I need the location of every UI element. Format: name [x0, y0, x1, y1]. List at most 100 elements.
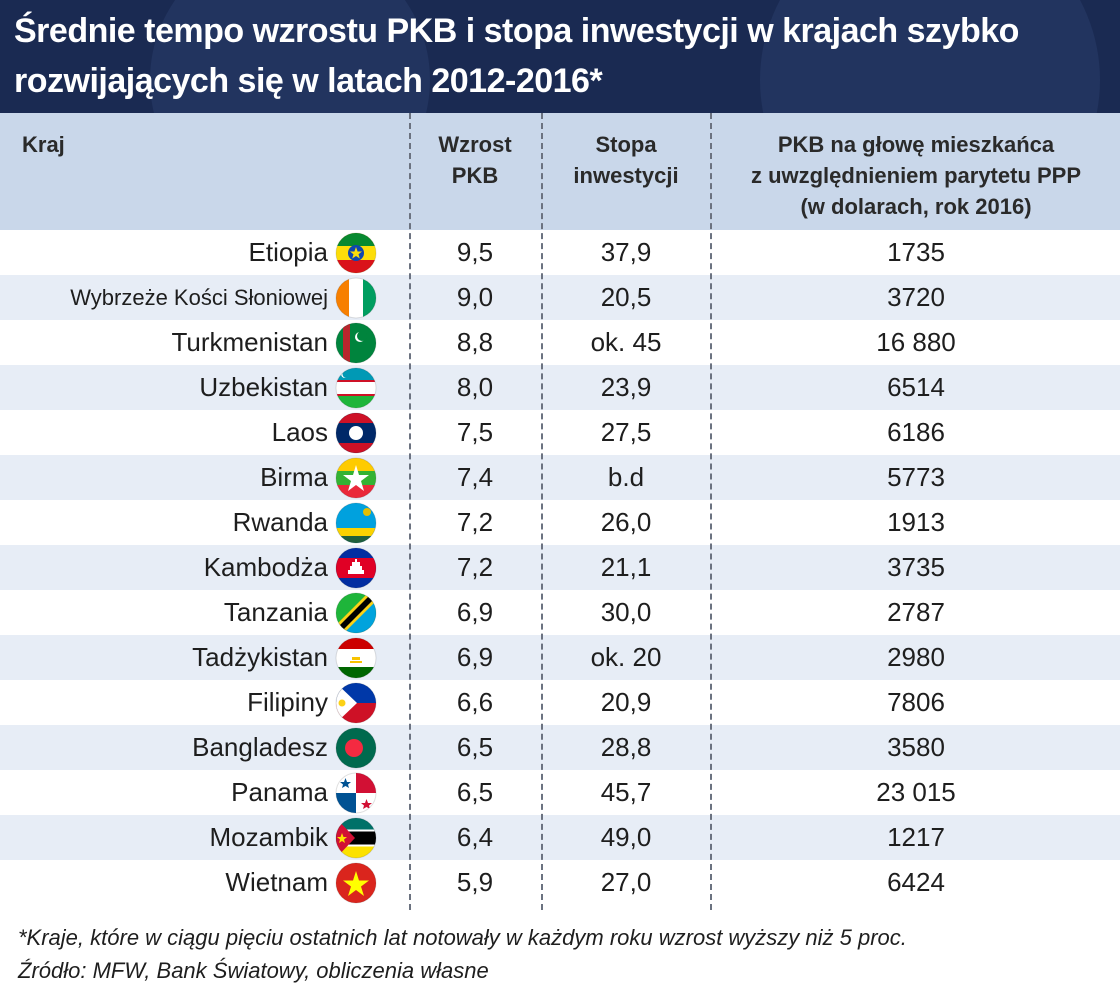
gdp-per-capita-value: 6186 — [887, 417, 945, 447]
growth-value: 9,5 — [456, 237, 494, 267]
growth-value: 7,5 — [456, 417, 494, 447]
country-name: Wietnam — [225, 867, 328, 897]
vietnam-flag-icon — [335, 862, 377, 904]
country-name: Rwanda — [232, 507, 328, 537]
title-bar: Średnie tempo wzrostu PKB i stopa inwest… — [0, 0, 1120, 113]
country-name: Bangladesz — [192, 732, 328, 762]
table-row: Turkmenistan 8,8 ok. 45 16 880 — [0, 320, 1120, 365]
table-row: Laos 7,5 27,5 6186 — [0, 410, 1120, 455]
gdp-per-capita-value: 3735 — [887, 552, 945, 582]
header-country: Kraj — [22, 132, 65, 157]
country-name: Etiopia — [248, 237, 329, 267]
header-gdp: PKB na głowę mieszkańca z uwzględnieniem… — [750, 132, 1082, 219]
country-name: Birma — [260, 462, 328, 492]
investment-value: 23,9 — [600, 372, 652, 402]
column-divider — [409, 113, 411, 910]
investment-value: 28,8 — [600, 732, 652, 762]
gdp-per-capita-value: 23 015 — [876, 777, 956, 807]
data-table: Kraj Wzrost PKB Stopa inwestycji PKB na … — [0, 113, 1120, 905]
column-divider — [541, 113, 543, 910]
uzbekistan-flag-icon — [335, 367, 377, 409]
growth-value: 7,2 — [456, 507, 494, 537]
country-name: Tadżykistan — [192, 642, 328, 672]
gdp-per-capita-value: 1913 — [887, 507, 945, 537]
background-decoration — [760, 0, 1100, 113]
table-row: Panama 6,5 45,7 23 015 — [0, 770, 1120, 815]
growth-value: 6,6 — [456, 687, 494, 717]
gdp-per-capita-value: 2787 — [887, 597, 945, 627]
investment-value: 20,5 — [600, 282, 652, 312]
growth-value: 6,5 — [456, 732, 494, 762]
investment-value: 27,5 — [600, 417, 652, 447]
mozambique-flag-icon — [335, 817, 377, 859]
table-row: Etiopia 9,5 37,9 1735 — [0, 230, 1120, 275]
table-row: Wybrzeże Kości Słoniowej 9,0 20,5 3720 — [0, 275, 1120, 320]
philippines-flag-icon — [335, 682, 377, 724]
gdp-per-capita-value: 1217 — [887, 822, 945, 852]
gdp-per-capita-value: 1735 — [887, 237, 945, 267]
table-row: Filipiny 6,6 20,9 7806 — [0, 680, 1120, 725]
footnote: *Kraje, które w ciągu pięciu ostatnich l… — [18, 925, 907, 950]
cambodia-flag-icon — [335, 547, 377, 589]
header-growth: Wzrost PKB — [438, 132, 512, 188]
source-note: Źródło: MFW, Bank Światowy, obliczenia w… — [18, 958, 489, 983]
investment-value: 30,0 — [600, 597, 652, 627]
investment-value: 37,9 — [600, 237, 652, 267]
gdp-per-capita-value: 6424 — [887, 867, 945, 897]
gdp-per-capita-value: 5773 — [887, 462, 945, 492]
gdp-per-capita-value: 3580 — [887, 732, 945, 762]
panama-flag-icon — [335, 772, 377, 814]
turkmenistan-flag-icon — [335, 322, 377, 364]
background-decoration — [150, 0, 430, 113]
table-row: Wietnam 5,9 27,0 6424 — [0, 860, 1120, 905]
growth-value: 6,9 — [456, 642, 494, 672]
investment-value: 21,1 — [600, 552, 652, 582]
ethiopia-flag-icon — [335, 232, 377, 274]
growth-value: 6,5 — [456, 777, 494, 807]
investment-value: 45,7 — [600, 777, 652, 807]
table-row: Uzbekistan 8,0 23,9 6514 — [0, 365, 1120, 410]
gdp-per-capita-value: 16 880 — [876, 327, 956, 357]
country-name: Tanzania — [223, 597, 328, 627]
table-row: Kambodża 7,2 21,1 3735 — [0, 545, 1120, 590]
gdp-per-capita-value: 6514 — [887, 372, 945, 402]
growth-value: 5,9 — [456, 867, 494, 897]
investment-value: 49,0 — [600, 822, 652, 852]
table-row: Tadżykistan 6,9 ok. 20 2980 — [0, 635, 1120, 680]
gdp-per-capita-value: 3720 — [887, 282, 945, 312]
page-title: Średnie tempo wzrostu PKB i stopa inwest… — [14, 12, 1019, 100]
ivory-coast-flag-icon — [335, 277, 377, 319]
growth-value: 6,9 — [456, 597, 494, 627]
table-row: Birma 7,4 b.d 5773 — [0, 455, 1120, 500]
growth-value: 9,0 — [456, 282, 494, 312]
bangladesh-flag-icon — [335, 727, 377, 769]
table-row: Tanzania 6,9 30,0 2787 — [0, 590, 1120, 635]
growth-value: 7,4 — [456, 462, 494, 492]
growth-value: 6,4 — [456, 822, 494, 852]
investment-value: ok. 20 — [590, 642, 662, 672]
gdp-per-capita-value: 2980 — [887, 642, 945, 672]
country-name: Filipiny — [247, 687, 328, 717]
myanmar-flag-icon — [335, 457, 377, 499]
country-name: Kambodża — [203, 552, 328, 582]
tanzania-flag-icon — [335, 592, 377, 634]
country-name: Laos — [271, 417, 328, 447]
table-header: Kraj Wzrost PKB Stopa inwestycji PKB na … — [0, 113, 1120, 230]
country-name: Turkmenistan — [171, 327, 328, 357]
laos-flag-icon — [335, 412, 377, 454]
investment-value: 27,0 — [600, 867, 652, 897]
rwanda-flag-icon — [335, 502, 377, 544]
country-name: Panama — [231, 777, 328, 807]
table-row: Bangladesz 6,5 28,8 3580 — [0, 725, 1120, 770]
investment-value: 26,0 — [600, 507, 652, 537]
tajikistan-flag-icon — [335, 637, 377, 679]
investment-value: ok. 45 — [590, 327, 662, 357]
growth-value: 7,2 — [456, 552, 494, 582]
growth-value: 8,8 — [456, 327, 494, 357]
country-name: Uzbekistan — [199, 372, 328, 402]
header-investment: Stopa inwestycji — [573, 132, 679, 188]
growth-value: 8,0 — [456, 372, 494, 402]
table-row: Rwanda 7,2 26,0 1913 — [0, 500, 1120, 545]
table-row: Mozambik 6,4 49,0 1217 — [0, 815, 1120, 860]
country-name: Wybrzeże Kości Słoniowej — [70, 285, 328, 310]
